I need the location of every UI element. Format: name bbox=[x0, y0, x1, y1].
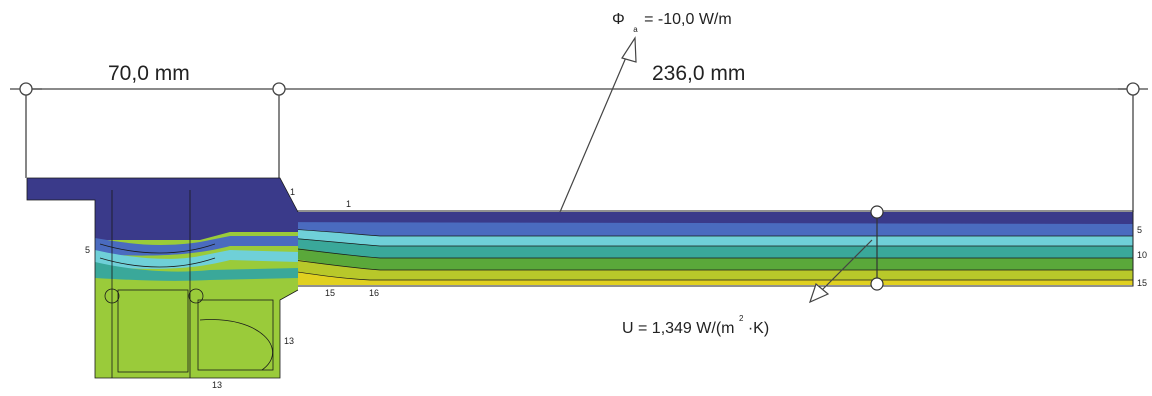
dimension-left-label: 70,0 mm bbox=[108, 62, 190, 85]
isotherm-label-left-5: 5 bbox=[85, 245, 90, 255]
u-value-label: U = 1,349 W/(m 2 ·K) bbox=[622, 308, 769, 337]
dimension-node-right bbox=[1126, 82, 1140, 96]
isotherm-label-top-1: 1 bbox=[346, 199, 351, 209]
isotherm-label-frame-13a: 13 bbox=[284, 336, 294, 346]
window-frame bbox=[26, 177, 299, 379]
u-value-suffix: ·K) bbox=[748, 320, 769, 337]
isotherm-label-15: 15 bbox=[325, 288, 335, 298]
heat-flow-symbol: Φ bbox=[612, 11, 625, 28]
dimension-node-left bbox=[19, 82, 33, 96]
heat-flow-value: = -10,0 W/m bbox=[644, 11, 732, 28]
u-value-prefix: U = 1,349 W/(m bbox=[622, 320, 734, 337]
u-value-superscript: 2 bbox=[739, 314, 744, 323]
isotherm-label-frame-13b: 13 bbox=[212, 380, 222, 390]
dimension-line bbox=[10, 82, 1148, 212]
isotherm-label-frame-1: 1 bbox=[290, 187, 295, 197]
isotherm-label-right-5: 5 bbox=[1137, 225, 1142, 235]
slab-isotherm-bands bbox=[229, 210, 1134, 287]
heat-flow-subscript: a bbox=[633, 25, 638, 34]
dimension-node-mid bbox=[272, 82, 286, 96]
dimension-right-label: 236,0 mm bbox=[652, 62, 745, 85]
u-value-marker bbox=[809, 205, 884, 304]
isotherm-label-right-10: 10 bbox=[1137, 250, 1147, 260]
isotherm-label-right-15: 15 bbox=[1137, 278, 1147, 288]
heat-flow-label: Φ a = -10,0 W/m bbox=[612, 11, 732, 36]
heat-flow-arrow bbox=[559, 36, 637, 213]
isotherm-label-16: 16 bbox=[369, 288, 379, 298]
u-value-node-bottom bbox=[870, 277, 884, 291]
u-value-node-top bbox=[870, 205, 884, 219]
